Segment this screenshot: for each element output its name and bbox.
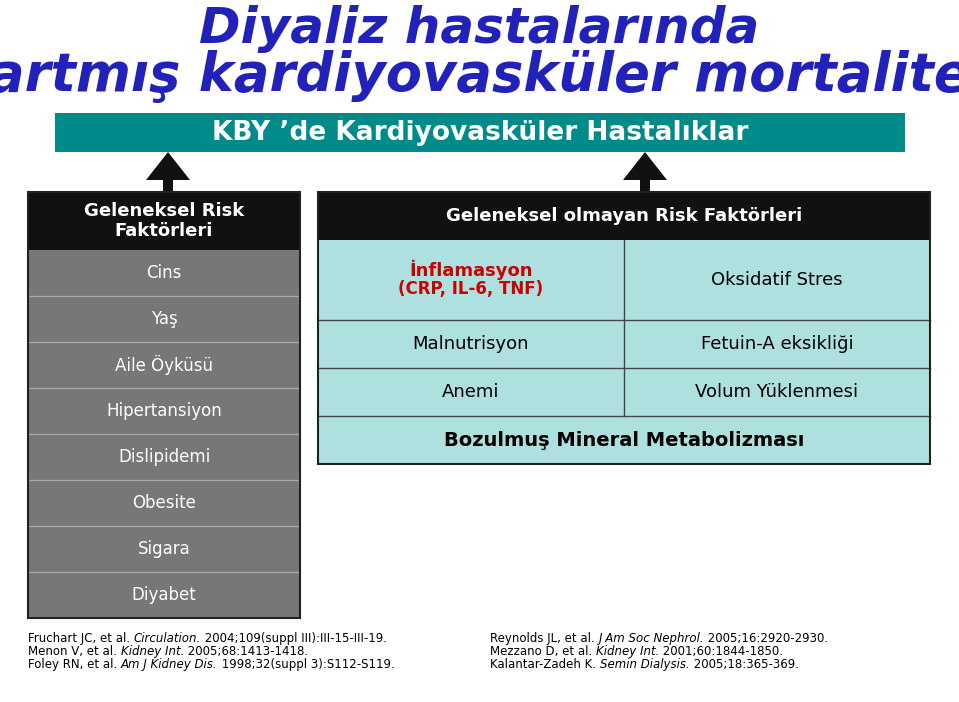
- Bar: [28, 388, 300, 434]
- Text: Hipertansiyon: Hipertansiyon: [106, 402, 222, 420]
- Text: Oksidatif Stres: Oksidatif Stres: [712, 271, 843, 289]
- Text: Yaş: Yaş: [151, 310, 177, 328]
- Text: Am J Kidney Dis.: Am J Kidney Dis.: [121, 658, 218, 671]
- Text: J Am Soc Nephrol.: J Am Soc Nephrol.: [598, 632, 704, 645]
- Text: 1998;32(suppl 3):S112-S119.: 1998;32(suppl 3):S112-S119.: [218, 658, 394, 671]
- Text: Geleneksel olmayan Risk Faktörleri: Geleneksel olmayan Risk Faktörleri: [446, 207, 802, 225]
- Bar: [28, 192, 300, 618]
- Text: Fruchart JC, et al.: Fruchart JC, et al.: [28, 632, 134, 645]
- Text: KBY ’de Kardiyovasküler Hastalıklar: KBY ’de Kardiyovasküler Hastalıklar: [212, 119, 748, 145]
- Text: Kidney Int.: Kidney Int.: [596, 645, 660, 658]
- Text: 2001;60:1844-1850.: 2001;60:1844-1850.: [660, 645, 784, 658]
- Bar: [28, 526, 300, 572]
- Text: Kalantar-Zadeh K.: Kalantar-Zadeh K.: [490, 658, 599, 671]
- Text: Menon V, et al.: Menon V, et al.: [28, 645, 121, 658]
- Bar: [28, 250, 300, 296]
- Text: Reynolds JL, et al.: Reynolds JL, et al.: [490, 632, 598, 645]
- Text: İnflamasyon: İnflamasyon: [409, 260, 533, 280]
- Text: Diyabet: Diyabet: [131, 586, 197, 604]
- Text: Malnutrisyon: Malnutrisyon: [412, 335, 529, 353]
- Text: Cins: Cins: [147, 264, 181, 282]
- Text: Geleneksel Risk
Faktörleri: Geleneksel Risk Faktörleri: [83, 201, 245, 240]
- Text: Volum Yüklenmesi: Volum Yüklenmesi: [695, 383, 858, 401]
- Text: Semin Dialysis.: Semin Dialysis.: [599, 658, 690, 671]
- Text: Anemi: Anemi: [442, 383, 500, 401]
- Text: Bozulmuş Mineral Metabolizması: Bozulmuş Mineral Metabolizması: [444, 430, 805, 449]
- Bar: [28, 342, 300, 388]
- Bar: [55, 113, 905, 152]
- Bar: [28, 192, 300, 250]
- Bar: [640, 180, 650, 192]
- Text: Mezzano D, et al.: Mezzano D, et al.: [490, 645, 596, 658]
- Bar: [163, 180, 173, 192]
- Bar: [318, 192, 930, 240]
- Text: Aile Öyküsü: Aile Öyküsü: [115, 355, 213, 375]
- Text: Obesite: Obesite: [132, 494, 196, 512]
- Text: (CRP, IL-6, TNF): (CRP, IL-6, TNF): [398, 280, 544, 298]
- Text: Fetuin-A eksikliği: Fetuin-A eksikliği: [701, 335, 854, 353]
- Text: 2005;68:1413-1418.: 2005;68:1413-1418.: [184, 645, 308, 658]
- Text: Kidney Int.: Kidney Int.: [121, 645, 184, 658]
- Bar: [318, 240, 930, 464]
- Text: artmış kardiyovasküler mortalite: artmış kardiyovasküler mortalite: [0, 50, 959, 103]
- Text: 2004;109(suppl III):III-15-III-19.: 2004;109(suppl III):III-15-III-19.: [201, 632, 387, 645]
- Text: Dislipidemi: Dislipidemi: [118, 448, 210, 466]
- Polygon shape: [623, 152, 667, 180]
- Text: Foley RN, et al.: Foley RN, et al.: [28, 658, 121, 671]
- Text: Diyaliz hastalarında: Diyaliz hastalarında: [199, 5, 760, 53]
- Text: Sigara: Sigara: [138, 540, 191, 558]
- Polygon shape: [146, 152, 190, 180]
- Bar: [28, 572, 300, 618]
- Bar: [28, 480, 300, 526]
- Text: 2005;18:365-369.: 2005;18:365-369.: [690, 658, 799, 671]
- Text: 2005;16:2920-2930.: 2005;16:2920-2930.: [704, 632, 829, 645]
- Text: Circulation.: Circulation.: [134, 632, 201, 645]
- Bar: [28, 296, 300, 342]
- Bar: [28, 434, 300, 480]
- Bar: [318, 192, 930, 464]
